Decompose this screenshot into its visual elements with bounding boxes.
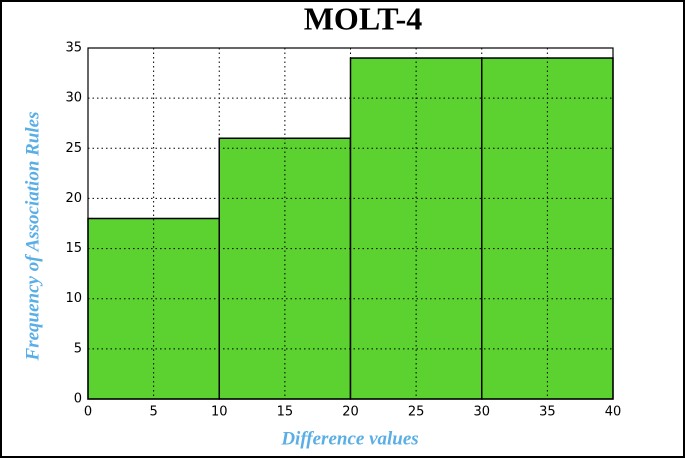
y-axis-label: Frequency of Association Rules: [22, 112, 43, 362]
y-tick-label: 15: [65, 241, 82, 256]
x-axis-label: Difference values: [280, 428, 418, 449]
y-tick-label: 25: [65, 141, 82, 156]
y-tick-label: 30: [65, 91, 82, 106]
x-tick-label: 30: [473, 405, 490, 420]
x-tick-label: 40: [605, 405, 622, 420]
x-tick-label: 15: [277, 405, 294, 420]
x-tick-label: 35: [539, 405, 556, 420]
x-tick-label: 5: [149, 405, 157, 420]
chart-title: MOLT-4: [304, 0, 423, 36]
y-tick-label: 0: [74, 392, 82, 407]
x-tick-label: 20: [342, 405, 359, 420]
x-tick-label: 25: [408, 405, 425, 420]
x-tick-label: 10: [211, 405, 228, 420]
plot-frame: [87, 47, 614, 400]
x-tick-label: 0: [84, 405, 92, 420]
y-tick-label: 5: [74, 341, 82, 356]
y-tick-label: 20: [65, 191, 82, 206]
bar: [87, 217, 220, 400]
y-tick-label: 35: [65, 41, 82, 56]
y-tick-label: 10: [65, 291, 82, 306]
